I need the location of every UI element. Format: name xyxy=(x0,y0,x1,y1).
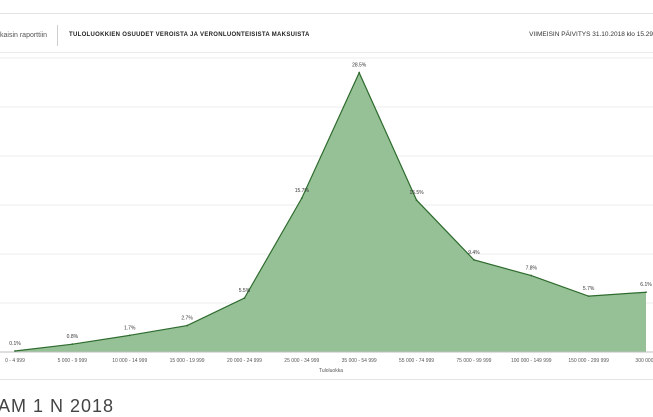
data-label: 6.1% xyxy=(640,282,652,288)
area-fill xyxy=(15,72,646,352)
data-label: 9.4% xyxy=(468,250,480,256)
data-point xyxy=(300,197,303,200)
x-tick-label: 55 000 - 74 999 xyxy=(399,358,434,364)
x-tick-label: 0 - 4 999 xyxy=(5,358,25,364)
data-label: 7.8% xyxy=(526,266,538,272)
series-line xyxy=(14,71,647,352)
x-tick-label: 20 000 - 24 999 xyxy=(227,358,262,364)
data-point xyxy=(243,297,246,299)
bottom-divider xyxy=(0,379,653,380)
data-label: 15.5% xyxy=(409,190,424,196)
x-tick-label: 300 000 - xyxy=(635,358,653,364)
data-label: 15.7% xyxy=(295,188,310,194)
x-tick-label: 25 000 - 34 999 xyxy=(284,358,319,364)
data-point xyxy=(415,199,418,202)
x-axis-title: Tuloluokka xyxy=(319,368,343,374)
data-point xyxy=(645,291,647,294)
data-point xyxy=(473,258,475,261)
data-label: 28.5% xyxy=(352,63,367,69)
x-tick-label: 35 000 - 54 999 xyxy=(342,358,377,364)
data-point xyxy=(358,71,361,74)
data-point xyxy=(71,343,74,346)
header-divider-bottom xyxy=(0,52,653,53)
data-point xyxy=(530,274,533,277)
data-label: 5.7% xyxy=(583,286,595,292)
back-to-reports-link[interactable]: kaisin raporttiin xyxy=(0,32,48,39)
data-label: 0.8% xyxy=(67,334,79,340)
x-tick-label: 150 000 - 299 999 xyxy=(568,358,609,364)
data-point xyxy=(587,295,590,298)
x-tick-label: 5 000 - 9 999 xyxy=(58,358,88,364)
last-updated: VIIMEISIN PÄIVITYS 31.10.2018 klo 15.29 xyxy=(529,31,653,38)
data-point xyxy=(128,334,131,337)
area-chart: 0.1% 0 - 4 999 0.8% 5 000 - 9 999 1.7% 10 000… xyxy=(0,57,653,374)
header-divider xyxy=(57,25,58,46)
x-tick-label: 100 000 - 149 999 xyxy=(511,358,552,364)
x-tick-label: 15 000 - 19 999 xyxy=(170,358,205,364)
x-tick-label: 10 000 - 14 999 xyxy=(112,358,147,364)
cutoff-heading: AM 1 N 2018 xyxy=(0,396,115,416)
x-tick-label: 75 000 - 99 999 xyxy=(456,358,491,364)
data-point xyxy=(14,350,16,352)
data-label: 2.7% xyxy=(181,316,193,322)
data-label: 5.5% xyxy=(239,288,251,294)
data-label: 1.7% xyxy=(124,325,136,331)
top-divider xyxy=(0,13,653,14)
report-title: TULOLUOKKIEN OSUUDET VEROISTA JA VERONLU… xyxy=(69,32,310,38)
data-label: 0.1% xyxy=(9,341,21,347)
data-point xyxy=(186,324,188,327)
